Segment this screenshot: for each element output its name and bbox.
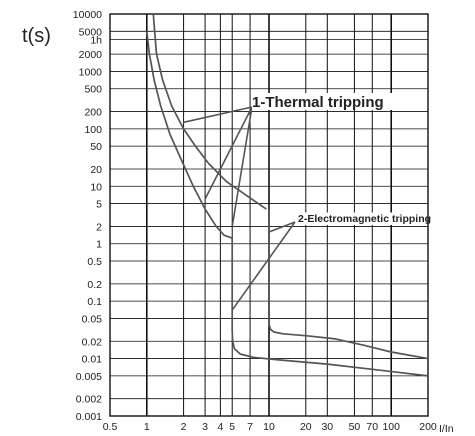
y-tick-label: 2 (96, 221, 102, 233)
y-tick-label: 0.002 (76, 394, 102, 406)
annotation-bg (252, 93, 402, 110)
x-tick-labels: 0.5 1 2 3 4 5 7 10 20 30 50 70 100 200 (103, 421, 437, 433)
y-tick-label: 500 (84, 84, 102, 96)
x-tick-label: 100 (382, 421, 400, 433)
plot-frame (109, 13, 429, 417)
x-tick-label: 0.5 (103, 421, 118, 433)
annotation-leader (204, 106, 253, 200)
y-tick-label: 0.01 (82, 354, 103, 366)
x-axis-title: I/In (439, 423, 454, 435)
y-tick-label: 0.2 (87, 279, 102, 291)
y-tick-label: 0.5 (87, 256, 102, 268)
curve-upper-envelope (152, 13, 267, 210)
x-tick-label: 7 (247, 421, 253, 433)
y-tick-label: 2000 (79, 49, 103, 61)
x-tick-label: 2 (181, 421, 187, 433)
y-tick-label: 50 (90, 141, 102, 153)
y-tick-label: 1 (96, 239, 102, 251)
annotation-label: 1-Thermal tripping (252, 94, 384, 111)
y-tick-label: 20 (90, 164, 102, 176)
x-tick-label: 200 (419, 421, 437, 433)
curve-lower-envelope (145, 31, 429, 377)
x-tick-label: 30 (321, 421, 333, 433)
y-tick-label: 0.02 (82, 336, 103, 348)
y-axis-title: t(s) (22, 25, 51, 47)
annotations: 1-Thermal tripping 2-Electromagnetic trip… (183, 93, 431, 311)
y-tick-label: 200 (84, 107, 102, 119)
y-tick-label: 5000 (79, 26, 103, 38)
y-tick-label: 5 (96, 199, 102, 211)
x-tick-label: 4 (217, 421, 223, 433)
tripping-curves (145, 13, 429, 377)
x-tick-label: 70 (366, 421, 378, 433)
x-tick-label: 3 (202, 421, 208, 433)
x-tick-label: 10 (263, 421, 275, 433)
y-tick-label: 1h (90, 34, 102, 46)
y-tick-label: 0.1 (87, 296, 102, 308)
y-tick-label: 10000 (73, 9, 102, 21)
y-tick-label: 1000 (79, 66, 103, 78)
annotation-leader (231, 221, 296, 311)
y-tick-label: 0.001 (76, 411, 102, 423)
y-tick-label: 100 (84, 124, 102, 136)
annotation-label: 2-Electromagnetic tripping (298, 213, 431, 225)
y-tick-label: 0.05 (82, 313, 103, 325)
x-tick-label: 1 (144, 421, 150, 433)
annotation-leader (268, 221, 296, 233)
x-tick-label: 5 (229, 421, 235, 433)
y-tick-label: 0.005 (76, 371, 102, 383)
annotation-bg (298, 212, 426, 225)
x-tick-label: 50 (349, 421, 361, 433)
x-tick-label: 20 (300, 421, 312, 433)
y-tick-label: 10 (90, 181, 102, 193)
annotation-leader (231, 106, 253, 227)
curve-electromagnetic-upper (268, 209, 429, 360)
annotation-leader (183, 106, 253, 124)
